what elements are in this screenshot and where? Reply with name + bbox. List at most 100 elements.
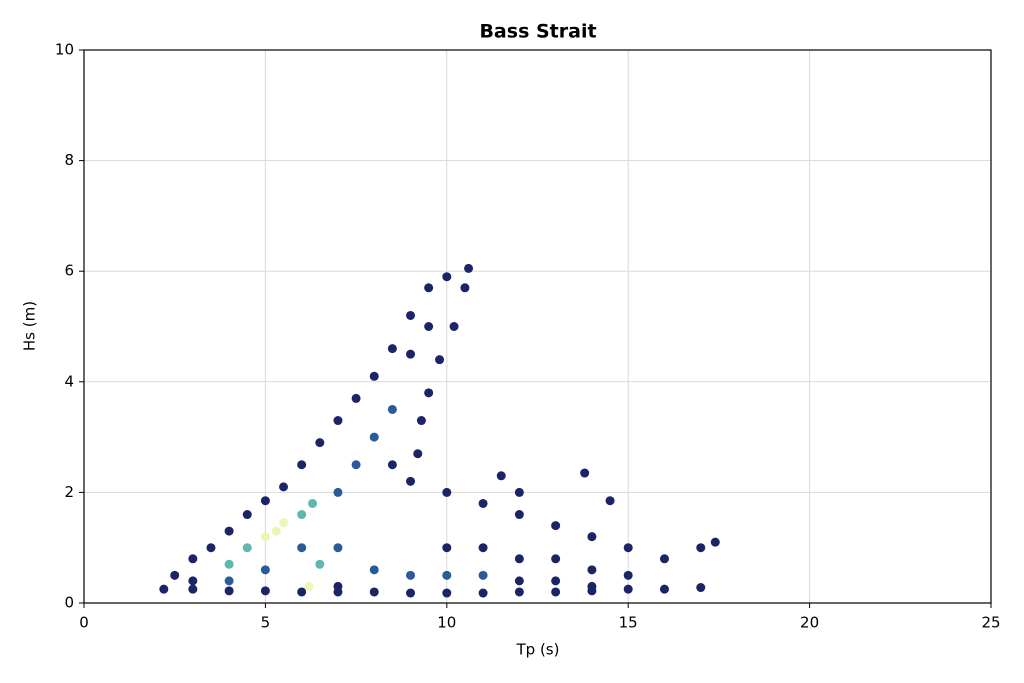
x-tick-label: 10 xyxy=(437,614,456,632)
point xyxy=(297,460,307,470)
point xyxy=(496,471,506,481)
point xyxy=(387,404,397,414)
point xyxy=(242,510,252,520)
point xyxy=(623,584,633,594)
point xyxy=(442,487,452,497)
point xyxy=(442,588,452,598)
point xyxy=(279,518,289,528)
y-tick-label: 4 xyxy=(64,372,74,390)
point xyxy=(333,581,343,591)
point xyxy=(351,393,361,403)
point xyxy=(260,565,270,575)
point xyxy=(442,272,452,282)
y-tick-label: 2 xyxy=(64,483,74,501)
point xyxy=(387,460,397,470)
y-axis-label: Hs (m) xyxy=(21,301,39,351)
y-tick-label: 10 xyxy=(55,41,74,59)
grid xyxy=(83,49,992,604)
point xyxy=(351,460,361,470)
point xyxy=(449,322,459,331)
points xyxy=(159,263,720,598)
point xyxy=(260,532,270,542)
point xyxy=(224,586,234,596)
point xyxy=(406,476,416,486)
point xyxy=(551,554,561,564)
point xyxy=(416,416,426,426)
point xyxy=(478,498,488,508)
point xyxy=(406,349,416,359)
point xyxy=(424,283,434,293)
point xyxy=(242,543,252,553)
point xyxy=(587,581,597,591)
point xyxy=(696,543,706,553)
point xyxy=(308,498,318,508)
point xyxy=(696,583,706,593)
plot-frame xyxy=(83,49,992,604)
point xyxy=(304,581,314,591)
point xyxy=(297,543,307,553)
x-tick-label: 25 xyxy=(981,614,1000,632)
chart-title: Bass Strait xyxy=(479,21,596,43)
point xyxy=(297,587,307,597)
point xyxy=(424,388,434,398)
point xyxy=(551,587,561,597)
point xyxy=(159,584,169,594)
y-tick-label: 8 xyxy=(64,151,74,169)
point xyxy=(478,570,488,580)
point xyxy=(442,570,452,580)
point xyxy=(623,543,633,553)
point xyxy=(369,432,379,442)
point xyxy=(387,344,397,354)
point xyxy=(333,416,343,426)
point xyxy=(260,586,270,596)
point xyxy=(333,487,343,497)
point xyxy=(442,543,452,553)
point xyxy=(369,371,379,381)
point xyxy=(551,521,561,531)
x-tick-label: 5 xyxy=(261,614,271,632)
point xyxy=(369,587,379,597)
point xyxy=(514,487,524,497)
point xyxy=(623,570,633,580)
point xyxy=(170,570,180,580)
point xyxy=(406,588,416,598)
point xyxy=(514,510,524,520)
point xyxy=(710,537,720,547)
point xyxy=(224,576,234,586)
point xyxy=(478,543,488,553)
point xyxy=(587,532,597,542)
point xyxy=(271,526,281,536)
point xyxy=(369,565,379,575)
point xyxy=(413,449,423,459)
y-tick-label: 0 xyxy=(64,594,74,612)
x-axis-label: Tp (s) xyxy=(516,641,560,659)
y-tick-label: 6 xyxy=(64,262,74,280)
point xyxy=(315,559,325,569)
point xyxy=(587,565,597,575)
point xyxy=(188,584,198,594)
point xyxy=(206,543,216,553)
point xyxy=(188,576,198,586)
point xyxy=(478,588,488,598)
point xyxy=(580,468,590,478)
point xyxy=(333,543,343,553)
point xyxy=(297,510,307,520)
point xyxy=(279,482,289,492)
point xyxy=(188,554,198,564)
point xyxy=(605,496,615,506)
point xyxy=(224,526,234,536)
x-tick-label: 20 xyxy=(800,614,819,632)
point xyxy=(514,554,524,564)
point xyxy=(424,322,434,331)
point xyxy=(406,570,416,580)
point xyxy=(514,587,524,597)
point xyxy=(514,576,524,586)
point xyxy=(659,584,669,594)
point xyxy=(406,310,416,320)
point xyxy=(659,554,669,564)
point xyxy=(551,576,561,586)
point xyxy=(464,263,474,273)
point xyxy=(435,355,445,365)
point xyxy=(315,438,325,448)
